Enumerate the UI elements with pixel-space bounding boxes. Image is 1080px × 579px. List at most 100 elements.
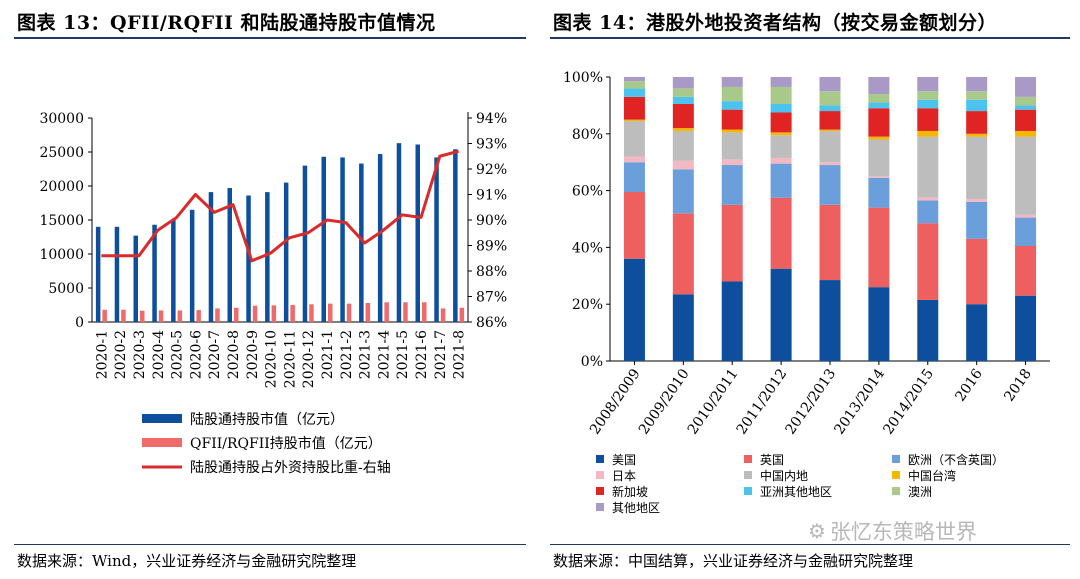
bar-qfii	[177, 310, 183, 322]
bar-lugutong	[189, 209, 195, 322]
x-tick-label: 2010/2011	[685, 366, 742, 437]
bar-lugutong	[152, 224, 157, 322]
y-tick-label: 20000	[39, 179, 84, 195]
stack-segment	[623, 88, 645, 97]
y-tick-label: 30000	[39, 111, 84, 127]
stack-segment	[868, 102, 890, 109]
stack-segment	[1015, 77, 1037, 97]
legend-label: 其他地区	[612, 501, 660, 515]
stack-segment	[917, 99, 939, 109]
x-tick-label: 2008/2009	[587, 366, 644, 437]
left-figure-title: 图表 13：QFII/RQFII 和陆股通持股市值情况	[17, 12, 436, 34]
y-tick-label: 80%	[572, 127, 603, 143]
x-tick-label: 2021-5	[395, 330, 411, 379]
stack-segment	[819, 130, 841, 163]
stack-segment	[623, 81, 645, 89]
bar-lugutong	[359, 163, 364, 322]
stack-segment	[819, 204, 841, 281]
stack-segment	[770, 157, 792, 164]
stack-segment	[868, 77, 890, 95]
stack-segment	[721, 129, 743, 133]
x-tick-label: 2020-4	[151, 330, 167, 379]
right-source: 数据来源：中国结算，兴业证券经济与金融研究院整理	[553, 552, 914, 570]
stack-segment	[623, 119, 645, 122]
y-tick-label: 10000	[39, 247, 84, 263]
stack-segment	[770, 86, 792, 104]
legend-label: QFII/RQFII持股市值（亿元）	[190, 435, 382, 452]
stack-segment	[917, 91, 939, 100]
stack-segment	[819, 105, 841, 112]
stack-segment	[770, 103, 792, 113]
stack-segment	[966, 91, 988, 100]
bar-lugutong	[434, 157, 439, 322]
legend-swatch	[744, 471, 752, 479]
bar-qfii	[309, 304, 314, 322]
x-tick-label: 2020-6	[188, 330, 204, 379]
bar-lugutong	[415, 144, 420, 322]
stack-segment	[623, 192, 645, 259]
left-chart-axes: 0 5000 10000 15000 20000 25000 30000 86% 87% 88% 8…	[39, 111, 507, 388]
watermark: ⚙ 张忆东策略世界	[808, 516, 977, 546]
legend-label: 新加坡	[612, 484, 648, 499]
stack-segment	[966, 99, 988, 112]
right-chart: 0% 20% 40% 60% 80% 100% 2008/20092009/20102010…	[563, 70, 1050, 515]
stack-segment	[770, 135, 792, 158]
y2-tick-label: 93%	[476, 137, 507, 153]
bar-qfii	[459, 307, 465, 322]
legend-swatch	[892, 471, 900, 479]
bar-qfii	[196, 310, 201, 322]
stack-segment	[770, 268, 792, 361]
left-source: 数据来源：Wind，兴业证券经济与金融研究院整理	[17, 552, 357, 570]
stack-segment	[868, 176, 890, 178]
bar-lugutong	[95, 226, 101, 322]
bar-lugutong	[208, 192, 214, 322]
stack-segment	[966, 304, 988, 361]
x-tick-label: 2014/2015	[880, 366, 937, 437]
stack-segment	[1015, 214, 1037, 218]
legend-swatch	[596, 455, 604, 463]
stack-segment	[672, 88, 694, 97]
bar-qfii	[252, 305, 258, 322]
y2-tick-label: 87%	[476, 290, 507, 306]
y-tick-label: 0	[75, 315, 84, 331]
stack-segment	[1015, 295, 1037, 361]
legend-swatch	[892, 455, 900, 463]
bar-lugutong	[133, 235, 138, 322]
x-tick-label: 2011/2012	[734, 366, 791, 437]
x-tick-label: 2012/2013	[783, 366, 840, 437]
x-tick-label: 2021-3	[358, 330, 374, 379]
stack-segment	[1015, 96, 1037, 106]
x-tick-label: 2020-8	[226, 330, 242, 379]
stack-segment	[819, 165, 841, 205]
stack-segment	[966, 111, 988, 134]
y-tick-label: 0%	[581, 354, 603, 370]
stack-segment	[770, 163, 792, 198]
y-tick-label: 5000	[48, 281, 84, 297]
stack-segment	[623, 77, 645, 82]
legend-swatch	[744, 487, 752, 495]
legend-label: 陆股通持股市值（亿元）	[190, 411, 344, 428]
stack-segment	[672, 77, 694, 89]
stack-segment	[868, 108, 890, 137]
x-tick-label: 2021-8	[452, 330, 468, 379]
y2-tick-label: 94%	[476, 111, 507, 127]
bar-lugutong	[283, 182, 289, 322]
x-tick-label: 2020-2	[113, 330, 129, 379]
bar-qfii	[215, 308, 220, 322]
bar-qfii	[328, 303, 333, 322]
bar-lugutong	[171, 220, 176, 322]
y2-tick-label: 92%	[476, 162, 507, 178]
bar-lugutong	[227, 188, 232, 322]
bar-qfii	[365, 302, 371, 322]
y-tick-label: 60%	[572, 184, 603, 200]
bar-lugutong	[453, 149, 458, 322]
stack-segment	[819, 77, 841, 92]
stack-segment	[672, 103, 694, 129]
legend-label: 欧洲（不含英国）	[908, 452, 1004, 467]
stack-segment	[868, 287, 890, 361]
x-tick-label: 2020-9	[245, 330, 261, 379]
legend-swatch	[596, 503, 604, 511]
stack-segment	[917, 200, 939, 224]
right-chart-bars	[623, 77, 1037, 361]
